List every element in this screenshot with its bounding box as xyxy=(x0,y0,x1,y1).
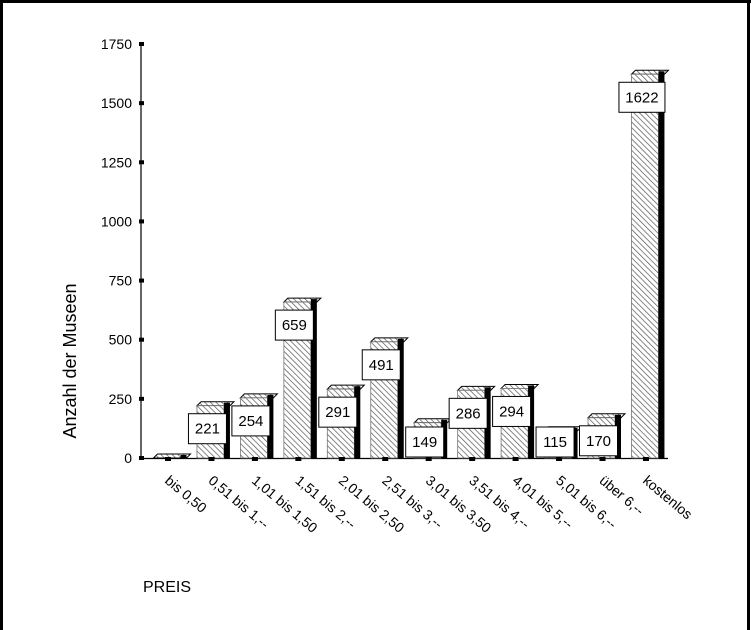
y-tick-label: 750 xyxy=(109,273,133,289)
bar-side-face xyxy=(310,299,317,458)
data-label-box xyxy=(187,413,227,445)
bar-side-face xyxy=(397,338,404,458)
data-label-box xyxy=(361,349,401,381)
data-label: 115 xyxy=(543,434,567,451)
bar xyxy=(630,69,670,459)
data-label-box xyxy=(231,405,271,437)
y-tick-mark xyxy=(139,42,144,46)
data-label: 491 xyxy=(369,357,394,374)
data-label-box xyxy=(579,425,618,457)
y-tick-mark xyxy=(139,337,144,342)
y-tick-mark xyxy=(139,160,144,165)
x-tick-mark xyxy=(425,457,432,461)
data-label-box xyxy=(318,396,358,428)
data-label: 254 xyxy=(238,413,263,430)
x-tick-mark xyxy=(599,457,606,461)
y-tick-mark xyxy=(139,396,144,401)
x-tick-mark xyxy=(382,457,389,461)
category-labels: bis 0,500,51 bis 1,--1,01 bis 1,501,51 b… xyxy=(162,472,696,536)
x-tick-mark xyxy=(338,457,345,461)
x-tick-mark xyxy=(251,457,258,461)
bar xyxy=(152,453,192,459)
y-tick-mark xyxy=(139,456,144,460)
y-axis-title: Anzahl der Museen xyxy=(60,283,80,438)
data-label-box xyxy=(448,397,488,429)
x-tick-mark xyxy=(165,457,171,461)
data-label: 221 xyxy=(195,421,220,438)
data-label: 294 xyxy=(499,403,524,420)
x-tick-mark xyxy=(556,457,563,461)
x-tick-mark xyxy=(469,457,476,461)
bars xyxy=(152,69,670,459)
data-label: 1622 xyxy=(625,89,658,106)
x-tick-label: kostenlos xyxy=(640,472,696,522)
data-label: 286 xyxy=(456,405,481,422)
y-tick-label: 0 xyxy=(124,450,132,466)
data-label: 170 xyxy=(586,433,611,450)
data-label-box xyxy=(535,426,575,458)
data-label-box xyxy=(618,81,666,113)
data-label: 291 xyxy=(325,404,350,421)
x-tick-label: bis 0,50 xyxy=(162,472,210,516)
bar-side-face xyxy=(180,455,187,458)
y-tick-label: 500 xyxy=(109,332,133,348)
bar-front-face xyxy=(631,73,659,459)
y-tick-mark xyxy=(139,278,144,283)
x-tick-mark xyxy=(208,457,215,461)
data-labels: 221 254 659 291 491 149 286 294 115 170 1622 xyxy=(187,81,666,458)
data-label-box xyxy=(492,395,532,427)
data-label-box xyxy=(405,426,445,458)
y-tick-label: 1250 xyxy=(101,154,132,170)
data-label: 659 xyxy=(282,317,307,334)
y-tick-mark xyxy=(139,101,144,106)
data-label-box xyxy=(274,309,314,341)
x-tick-mark xyxy=(512,457,519,461)
x-axis-title: PREIS xyxy=(143,579,191,596)
y-tick-label: 1750 xyxy=(101,36,132,52)
data-label: 149 xyxy=(412,434,437,451)
x-tick-mark xyxy=(642,457,649,461)
bar-side-face xyxy=(658,71,665,459)
y-tick-mark xyxy=(139,219,144,224)
x-axis-ticks xyxy=(165,457,649,461)
y-tick-label: 1000 xyxy=(101,213,132,229)
y-tick-label: 1500 xyxy=(101,95,132,111)
y-axis-ticks: 0 250 500 750 1000 1250 1500 1750 xyxy=(101,36,144,466)
y-tick-label: 250 xyxy=(109,391,133,407)
x-tick-mark xyxy=(295,457,302,461)
